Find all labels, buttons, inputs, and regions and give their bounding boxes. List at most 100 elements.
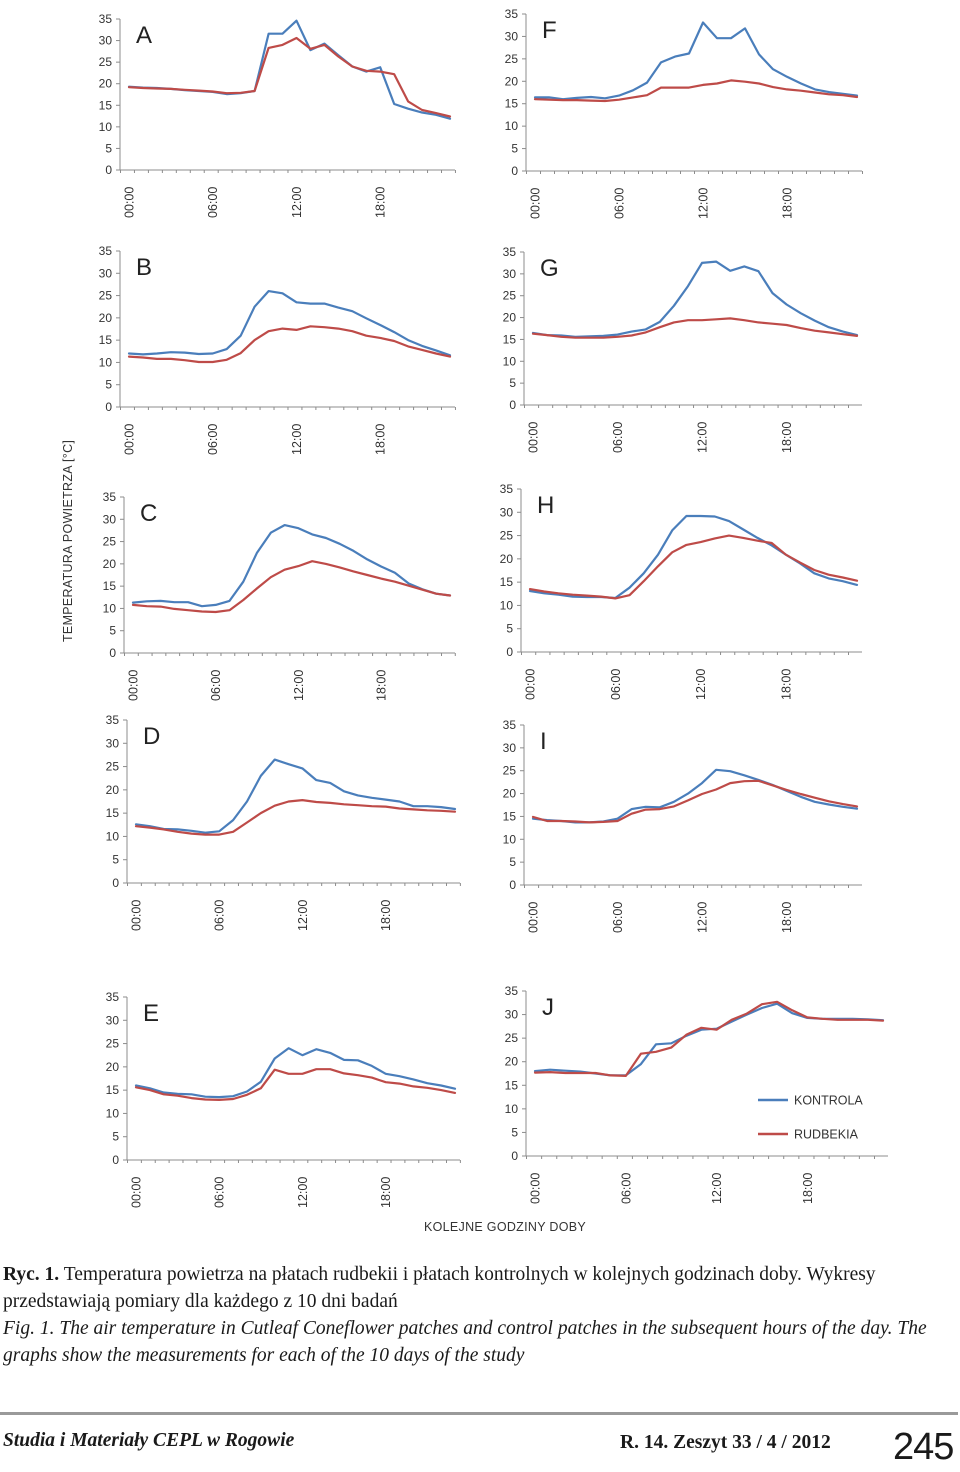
x-tick-label: 12:00 [696, 902, 710, 933]
y-tick-label: 35 [99, 244, 113, 258]
y-tick-label: 5 [511, 1125, 518, 1139]
y-tick-label: 20 [99, 311, 113, 325]
chart-panels: 0 5 10 15 20 25 30 35 00:00 06:00 12:00 18:00 A 0 5 10 1… [99, 7, 888, 1208]
y-tick-label: 5 [112, 1130, 119, 1144]
panel-a: 0 5 10 15 20 25 30 35 00:00 06:00 12:00 18:00 A [99, 12, 456, 218]
figure-xlabel: KOLEJNE GODZINY DOBY [424, 1220, 586, 1234]
series-kontrola-line [533, 1002, 885, 1077]
y-tick-label: 0 [511, 164, 518, 178]
y-tick-label: 25 [106, 760, 120, 774]
panel-letter: I [540, 728, 547, 755]
series-rudbekia-line [531, 317, 859, 339]
series-rudbekia-line [134, 1068, 457, 1102]
x-tick-label: 00:00 [527, 422, 541, 453]
chart-legend: KONTROLA RUDBEKIA [758, 1094, 863, 1142]
y-tick-label: 0 [509, 398, 516, 412]
panel-b: 0 5 10 15 20 25 30 35 00:00 06:00 12:00 18:00 B [99, 244, 456, 455]
y-tick-label: 0 [112, 1153, 119, 1167]
x-tick-label: 12:00 [292, 670, 306, 701]
x-tick-label: 00:00 [123, 187, 137, 218]
y-tick-label: 35 [106, 990, 120, 1004]
y-tick-label: 10 [106, 1106, 120, 1120]
x-tick-label: 12:00 [697, 188, 711, 219]
y-tick-label: 10 [106, 829, 120, 843]
caption-english: Fig. 1. The air temperature in Cutleaf C… [3, 1315, 957, 1369]
x-tick-label: 18:00 [375, 670, 389, 701]
y-tick-label: 15 [99, 98, 113, 112]
y-tick-label: 5 [509, 376, 516, 390]
y-tick-label: 20 [106, 1060, 120, 1074]
y-tick-label: 5 [112, 853, 119, 867]
x-tick-label: 12:00 [710, 1173, 724, 1204]
page-number: 245 [893, 1426, 954, 1468]
temperature-figure: TEMPERATURA POWIETRZA [°C] KOLEJNE GODZI… [61, 7, 888, 1234]
x-tick-label: 12:00 [290, 424, 304, 455]
panel-letter: H [537, 492, 554, 519]
x-tick-label: 00:00 [130, 1177, 144, 1208]
y-tick-label: 35 [99, 12, 113, 26]
y-tick-label: 10 [503, 832, 517, 846]
x-tick-label: 06:00 [213, 1177, 227, 1208]
y-tick-label: 0 [506, 645, 513, 659]
y-tick-label: 5 [509, 855, 516, 869]
caption-english-text: The air temperature in Cutleaf Coneflowe… [3, 1318, 927, 1366]
panel-letter: J [542, 994, 554, 1021]
y-tick-label: 15 [99, 333, 113, 347]
panel-letter: G [540, 255, 559, 282]
series-rudbekia-line [127, 36, 452, 118]
y-tick-label: 20 [500, 552, 514, 566]
x-tick-label: 00:00 [524, 669, 538, 700]
series-kontrola-line [533, 21, 859, 101]
y-tick-label: 35 [503, 718, 517, 732]
x-tick-label: 06:00 [213, 900, 227, 931]
x-tick-label: 06:00 [209, 670, 223, 701]
x-tick-label: 00:00 [123, 424, 137, 455]
x-tick-label: 18:00 [801, 1173, 815, 1204]
y-tick-label: 20 [106, 783, 120, 797]
y-tick-label: 25 [106, 1037, 120, 1051]
y-tick-label: 25 [505, 1031, 519, 1045]
y-tick-label: 0 [109, 646, 116, 660]
panel-letter: C [140, 500, 157, 527]
y-tick-label: 5 [105, 141, 112, 155]
y-tick-label: 10 [503, 354, 517, 368]
legend-rudbekia-label: RUDBEKIA [794, 1128, 859, 1142]
y-tick-label: 20 [505, 1055, 519, 1069]
y-tick-label: 35 [503, 245, 517, 259]
y-tick-label: 20 [505, 74, 519, 88]
series-rudbekia-line [531, 779, 859, 824]
y-tick-label: 5 [109, 624, 116, 638]
y-tick-label: 35 [106, 713, 120, 727]
y-tick-label: 35 [500, 482, 514, 496]
y-tick-label: 15 [500, 575, 514, 589]
panel-h: 0 5 10 15 20 25 30 35 00:00 06:00 12:00 18:00 H [500, 482, 862, 700]
x-tick-label: 06:00 [206, 424, 220, 455]
x-tick-label: 00:00 [529, 188, 543, 219]
y-tick-label: 20 [103, 557, 117, 571]
y-tick-label: 10 [505, 119, 519, 133]
x-tick-label: 06:00 [619, 1173, 633, 1204]
x-tick-label: 00:00 [529, 1173, 543, 1204]
y-tick-label: 30 [106, 736, 120, 750]
y-tick-label: 5 [511, 142, 518, 156]
panel-j: 0 5 10 15 20 25 30 35 00:00 06:00 12:00 18:00 J [505, 984, 888, 1204]
x-tick-label: 06:00 [206, 187, 220, 218]
x-tick-label: 06:00 [611, 422, 625, 453]
y-tick-label: 20 [503, 787, 517, 801]
y-tick-label: 30 [505, 29, 519, 43]
y-tick-label: 25 [99, 55, 113, 69]
x-tick-label: 06:00 [609, 669, 623, 700]
panel-f: 0 5 10 15 20 25 30 35 00:00 06:00 12:00 18:00 F [505, 7, 863, 219]
y-tick-label: 15 [106, 1083, 120, 1097]
panel-i: 0 5 10 15 20 25 30 35 00:00 06:00 12:00 18:00 I [503, 718, 862, 933]
x-tick-label: 18:00 [779, 669, 793, 700]
y-tick-label: 35 [505, 984, 519, 998]
y-tick-label: 0 [112, 876, 119, 890]
y-tick-label: 30 [503, 741, 517, 755]
y-tick-label: 0 [105, 163, 112, 177]
y-tick-label: 10 [99, 355, 113, 369]
panel-g: 0 5 10 15 20 25 30 35 00:00 06:00 12:00 18:00 G [503, 245, 862, 453]
y-tick-label: 5 [506, 622, 513, 636]
y-tick-label: 0 [509, 878, 516, 892]
y-tick-label: 15 [503, 332, 517, 346]
